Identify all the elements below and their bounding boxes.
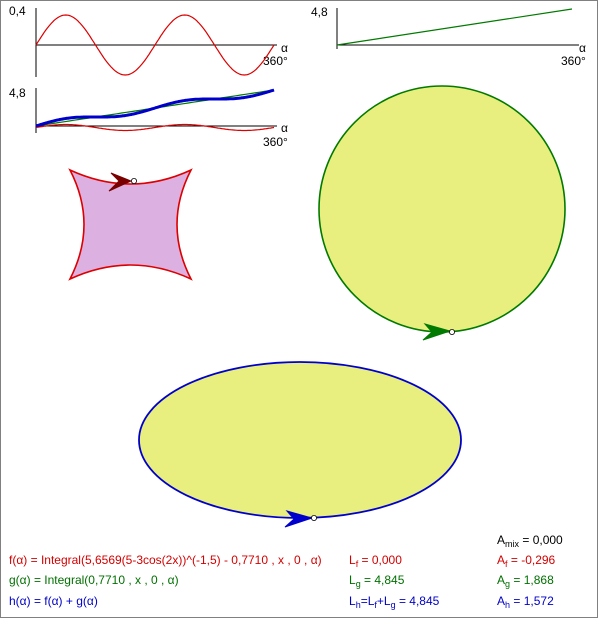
- graph-g-xend-label: 360°: [561, 54, 586, 68]
- shape-f: [68, 168, 193, 281]
- graph-fgh-ymax-label: 4,8: [9, 86, 26, 100]
- graph-fgh: 4,8 α 360°: [9, 86, 288, 149]
- shape-g: [318, 85, 566, 341]
- graph-f-xvar-label: α: [281, 41, 288, 55]
- area-f: Af = -0,296: [497, 553, 556, 569]
- graph-fgh-xend-label: 360°: [263, 135, 288, 149]
- shape-f-direction-arrow: [108, 172, 133, 192]
- formula-g: g(α) = Integral(0,7710 , x , 0 , α): [9, 573, 179, 587]
- graph-g-line: [336, 8, 573, 46]
- shape-f-curve: [68, 168, 193, 281]
- graph-g-xvar-label: α: [579, 41, 586, 55]
- shape-h-ellipse: [138, 361, 462, 519]
- graph-g: 4,8 α 360°: [311, 5, 586, 68]
- formula-h: h(α) = f(α) + g(α): [9, 594, 98, 608]
- graph-f: 0,4 α 360°: [9, 4, 288, 77]
- shape-g-direction-arrow: [422, 323, 452, 341]
- graph-fgh-h-curve: [35, 88, 275, 128]
- shape-g-point: [448, 328, 455, 335]
- graph-fgh-f-curve: [35, 123, 275, 132]
- area-h: Ah = 1,572: [497, 594, 554, 610]
- length-h: Lh=Lf+Lg = 4,845: [349, 594, 440, 610]
- graph-fgh-xvar-label: α: [281, 121, 288, 135]
- shape-h-direction-arrow: [284, 510, 314, 528]
- shape-g-circle: [318, 85, 566, 333]
- shape-f-point: [130, 177, 137, 184]
- graph-g-ymax-label: 4,8: [311, 5, 328, 19]
- graph-f-curve: [35, 14, 275, 76]
- graph-f-ymax-label: 0,4: [9, 4, 26, 18]
- shape-h-point: [310, 515, 317, 522]
- length-f: Lf = 0,000: [349, 553, 402, 569]
- graph-f-xend-label: 360°: [263, 54, 288, 68]
- area-g: Ag = 1,868: [497, 573, 554, 589]
- formula-f: f(α) = Integral(5,6569(5-3cos(2x))^(-1,5…: [9, 553, 322, 567]
- area-mix: Amix = 0,000: [497, 533, 563, 549]
- length-g: Lg = 4,845: [349, 573, 405, 589]
- shape-h: [138, 361, 462, 528]
